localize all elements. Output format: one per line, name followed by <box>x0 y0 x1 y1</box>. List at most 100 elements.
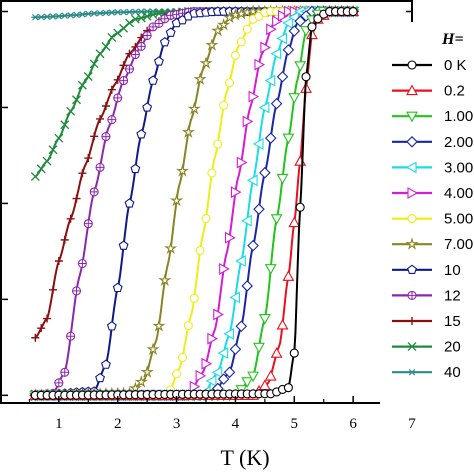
data-point <box>252 137 264 150</box>
data-point <box>175 164 190 177</box>
data-point <box>282 270 295 281</box>
data-point <box>277 9 289 22</box>
data-point <box>60 367 70 377</box>
data-point <box>134 375 148 388</box>
data-point <box>140 365 154 378</box>
legend-label: 1.00 <box>444 108 473 125</box>
data-point <box>288 216 301 228</box>
data-point <box>272 15 283 28</box>
data-point <box>89 187 99 197</box>
data-point <box>241 377 254 388</box>
data-point <box>282 133 295 145</box>
data-point <box>195 245 205 256</box>
data-point <box>230 50 240 60</box>
data-point <box>242 115 254 128</box>
data-point <box>295 202 305 212</box>
data-point <box>48 145 58 155</box>
data-point <box>282 17 293 29</box>
legend-marker <box>407 264 417 274</box>
data-point <box>90 132 99 141</box>
data-point <box>164 241 178 255</box>
data-point <box>270 97 283 110</box>
data-point <box>276 318 289 330</box>
data-point <box>125 18 134 28</box>
data-point <box>306 28 318 40</box>
data-point <box>119 76 129 86</box>
data-point <box>77 80 87 90</box>
series-layer <box>28 4 360 402</box>
series-line <box>35 10 354 397</box>
data-point <box>187 101 201 115</box>
series-0-2 <box>29 5 360 400</box>
data-point <box>158 273 172 287</box>
data-point <box>136 129 147 139</box>
data-point <box>294 61 307 72</box>
data-point <box>253 203 265 215</box>
data-point <box>107 115 117 125</box>
data-point <box>159 37 170 47</box>
data-point <box>130 163 141 174</box>
data-point <box>113 28 123 38</box>
legend-marker <box>408 368 416 376</box>
data-point <box>264 74 276 87</box>
data-point <box>60 235 69 244</box>
legend-label: 0.2 <box>444 83 465 100</box>
data-point <box>31 333 40 342</box>
data-point <box>72 194 81 203</box>
legend-label: 4.00 <box>444 185 473 202</box>
data-point <box>236 156 248 169</box>
data-point <box>195 369 207 382</box>
data-point <box>60 120 70 130</box>
legend-marker <box>407 60 417 70</box>
data-point <box>142 102 153 112</box>
data-point <box>165 27 176 37</box>
data-point <box>242 24 252 34</box>
legend-marker <box>406 136 418 148</box>
legend-label: 2.00 <box>444 134 473 151</box>
data-point <box>288 25 301 37</box>
data-point <box>230 186 242 199</box>
data-point <box>96 114 105 123</box>
data-point <box>101 132 111 142</box>
x-tick-label: 6 <box>349 416 357 432</box>
data-point <box>258 314 271 325</box>
data-point <box>101 42 111 51</box>
data-point <box>258 101 270 114</box>
data-point <box>235 255 246 267</box>
legend-item: 5.00 <box>392 211 473 228</box>
legend-label: 10 <box>444 262 461 279</box>
data-point <box>270 347 283 358</box>
legend-item: 7.00 <box>392 236 473 253</box>
data-point <box>42 156 52 166</box>
legend-item: 20 <box>392 339 461 356</box>
data-point <box>37 324 46 333</box>
data-point <box>101 359 111 369</box>
legend: H= 0 K 0.2 1.00 2.00 3.00 4.00 5.00 7.00 10 12 15 20… <box>380 22 474 404</box>
data-point <box>148 75 158 85</box>
data-point <box>229 291 240 304</box>
data-point <box>207 168 217 178</box>
data-point <box>229 343 242 356</box>
data-point <box>118 240 129 250</box>
data-point <box>95 49 105 59</box>
data-point <box>66 331 76 341</box>
data-point <box>43 314 52 323</box>
data-point <box>264 264 277 275</box>
data-point <box>219 100 229 110</box>
data-point <box>54 378 64 388</box>
series-0-k <box>30 6 358 400</box>
series-line <box>35 10 354 397</box>
data-point <box>264 132 277 144</box>
series-line <box>35 10 354 397</box>
data-point <box>172 369 182 379</box>
data-point <box>224 231 236 244</box>
data-point <box>270 47 282 60</box>
data-point <box>124 64 135 74</box>
legend-marker <box>408 317 416 325</box>
data-point <box>112 282 123 293</box>
series-line <box>35 10 354 397</box>
legend-item: 0 K <box>392 57 467 74</box>
data-point <box>142 30 152 41</box>
data-point <box>217 373 230 385</box>
